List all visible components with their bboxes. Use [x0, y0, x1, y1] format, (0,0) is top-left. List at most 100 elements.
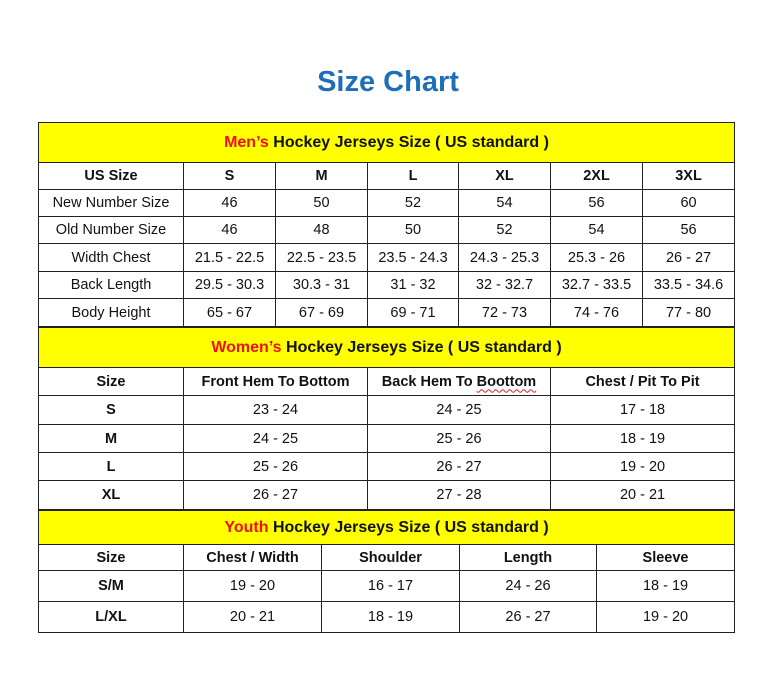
row-label: L	[38, 452, 184, 481]
table-cell: 65 - 67	[183, 298, 276, 327]
column-header-label: Size	[96, 373, 126, 390]
row-label: New Number Size	[38, 189, 184, 217]
column-header-label: XL	[495, 168, 514, 184]
youth-section-heading-row: Youth Hockey Jerseys Size ( US standard …	[37, 510, 736, 545]
table-cell: 24 - 25	[367, 395, 551, 425]
table-cell: 29.5 - 30.3	[183, 271, 276, 299]
page-title: Size Chart	[317, 66, 459, 98]
table-row: Body Height 65 - 67 67 - 69 69 - 71 72 - 73 7…	[38, 298, 736, 327]
table-cell: 50	[367, 216, 459, 244]
table-cell: 27 - 28	[367, 480, 551, 510]
table-cell: 54	[550, 216, 643, 244]
table-cell: 19 - 20	[595, 601, 736, 633]
column-header: Size	[38, 544, 184, 571]
table-row: Back Length 29.5 - 30.3 30.3 - 31 31 - 32 32…	[38, 271, 736, 299]
table-cell: 24.3 - 25.3	[458, 243, 551, 272]
table-cell: 23.5 - 24.3	[367, 243, 459, 272]
column-header-label: 2XL	[583, 168, 610, 184]
youth-header-row: Size Chest / Width Shoulder Length Sleeve	[38, 544, 736, 571]
section-heading-accent: Women’s	[211, 338, 282, 356]
column-header: 2XL	[550, 162, 643, 190]
column-header-label: Shoulder	[359, 549, 422, 566]
table-cell: 18 - 19	[595, 570, 736, 602]
table-cell: 46	[183, 216, 276, 244]
row-label: M	[38, 424, 184, 453]
table-cell: 25 - 26	[367, 424, 551, 453]
table-row: M 24 - 25 25 - 26 18 - 19	[38, 424, 736, 453]
column-header-label: Back Hem To Boottom	[381, 373, 537, 390]
table-cell: 67 - 69	[275, 298, 368, 327]
table-cell: 18 - 19	[549, 424, 736, 453]
table-cell: 25 - 26	[183, 452, 368, 481]
section-heading-text: Hockey Jerseys Size ( US standard )	[281, 338, 562, 356]
table-cell: 26 - 27	[459, 601, 597, 633]
table-cell: 48	[275, 216, 368, 244]
column-header-label: Size	[96, 549, 126, 566]
table-cell: 22.5 - 23.5	[275, 243, 368, 272]
row-label: Body Height	[38, 298, 184, 327]
column-header: 3XL	[641, 162, 736, 190]
women-size-table: Women’s Hockey Jerseys Size ( US standar…	[37, 327, 736, 510]
column-header-label: S	[224, 168, 235, 184]
table-row: Width Chest 21.5 - 22.5 22.5 - 23.5 23.5 - …	[38, 243, 736, 272]
column-header: Length	[459, 544, 597, 571]
column-header: Chest / Pit To Pit	[549, 367, 736, 396]
table-row: Old Number Size 46 48 50 52 54 56	[38, 216, 736, 244]
youth-section-heading: Youth Hockey Jerseys Size ( US standard …	[37, 510, 736, 545]
column-header: XL	[458, 162, 551, 190]
table-cell: 33.5 - 34.6	[641, 271, 736, 299]
table-cell: 32.7 - 33.5	[550, 271, 643, 299]
table-cell: 74 - 76	[550, 298, 643, 327]
table-cell: 20 - 21	[549, 480, 736, 510]
table-cell: 54	[458, 189, 551, 217]
section-heading-accent: Men’s	[224, 133, 269, 151]
table-cell: 19 - 20	[549, 452, 736, 481]
column-header-label: Length	[503, 549, 553, 566]
column-header: Size	[38, 367, 184, 396]
column-header: US Size	[38, 162, 184, 190]
men-size-table: Men’s Hockey Jerseys Size ( US standard …	[37, 122, 736, 327]
men-section-heading-row: Men’s Hockey Jerseys Size ( US standard …	[37, 122, 736, 163]
table-cell: 60	[641, 189, 736, 217]
table-cell: 30.3 - 31	[275, 271, 368, 299]
column-header-label: L	[408, 168, 418, 184]
column-header-label: 3XL	[675, 168, 702, 184]
row-label: Back Length	[38, 271, 184, 299]
men-section-heading: Men’s Hockey Jerseys Size ( US standard …	[37, 122, 736, 163]
table-cell: 24 - 25	[183, 424, 368, 453]
size-chart: Men’s Hockey Jerseys Size ( US standard …	[37, 122, 736, 633]
column-header: Front Hem To Bottom	[183, 367, 368, 396]
table-cell: 26 - 27	[367, 452, 551, 481]
table-cell: 20 - 21	[183, 601, 322, 633]
column-header: Back Hem To Boottom	[367, 367, 551, 396]
table-cell: 56	[550, 189, 643, 217]
column-header: S	[183, 162, 276, 190]
table-cell: 21.5 - 22.5	[183, 243, 276, 272]
table-row: L 25 - 26 26 - 27 19 - 20	[38, 452, 736, 481]
row-label: XL	[38, 480, 184, 510]
column-header-label: Chest / Width	[206, 549, 299, 566]
table-cell: 19 - 20	[183, 570, 322, 602]
row-label: Width Chest	[38, 243, 184, 272]
table-row: L/XL 20 - 21 18 - 19 26 - 27 19 - 20	[38, 601, 736, 633]
row-label: Old Number Size	[38, 216, 184, 244]
table-cell: 23 - 24	[183, 395, 368, 425]
table-row: XL 26 - 27 27 - 28 20 - 21	[38, 480, 736, 510]
table-cell: 26 - 27	[183, 480, 368, 510]
column-header-label: M	[315, 168, 328, 184]
table-cell: 25.3 - 26	[550, 243, 643, 272]
column-header-label: Sleeve	[642, 549, 689, 566]
row-label: L/XL	[38, 601, 184, 633]
table-row: S/M 19 - 20 16 - 17 24 - 26 18 - 19	[38, 570, 736, 602]
table-cell: 18 - 19	[321, 601, 460, 633]
table-cell: 31 - 32	[367, 271, 459, 299]
table-cell: 24 - 26	[459, 570, 597, 602]
table-row: New Number Size 46 50 52 54 56 60	[38, 189, 736, 217]
row-label: S/M	[38, 570, 184, 602]
table-cell: 56	[641, 216, 736, 244]
women-section-heading: Women’s Hockey Jerseys Size ( US standar…	[37, 327, 736, 368]
women-section-heading-row: Women’s Hockey Jerseys Size ( US standar…	[37, 327, 736, 368]
men-header-row: US Size S M L XL 2XL 3XL	[38, 162, 736, 190]
table-row: S 23 - 24 24 - 25 17 - 18	[38, 395, 736, 425]
table-cell: 32 - 32.7	[458, 271, 551, 299]
